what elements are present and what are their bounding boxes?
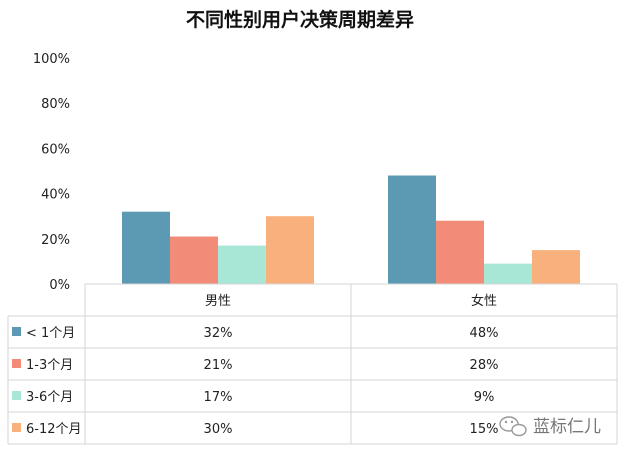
bar xyxy=(436,220,484,284)
category-label: 女性 xyxy=(471,293,497,309)
data-label: 15% xyxy=(470,422,499,437)
legend-swatch xyxy=(12,423,21,432)
y-tick-label: 100% xyxy=(33,52,70,67)
data-label: 48% xyxy=(470,326,499,341)
bar xyxy=(122,211,170,284)
data-label: 32% xyxy=(204,326,233,341)
y-tick-label: 80% xyxy=(41,97,70,112)
chart-title: 不同性别用户决策周期差异 xyxy=(186,8,414,31)
bar xyxy=(388,175,436,284)
bar xyxy=(532,250,580,284)
category-label: 男性 xyxy=(205,294,231,309)
legend-label: 3-6个月 xyxy=(26,390,73,405)
legend-swatch xyxy=(12,359,21,368)
watermark-text: 蓝标仁儿 xyxy=(533,417,601,437)
bar xyxy=(218,245,266,284)
bar xyxy=(484,263,532,284)
y-tick-label: 40% xyxy=(41,188,70,203)
y-tick-label: 60% xyxy=(41,142,70,157)
legend-label: 1-3个月 xyxy=(26,358,73,373)
data-label: 17% xyxy=(204,390,233,405)
y-tick-label: 0% xyxy=(49,278,70,293)
bar xyxy=(170,236,218,284)
legend-label: 6-12个月 xyxy=(26,422,82,437)
bar xyxy=(266,216,314,284)
legend-label: < 1个月 xyxy=(26,326,75,341)
data-label: 21% xyxy=(204,358,233,373)
data-label: 9% xyxy=(474,390,495,405)
y-axis: 0% 20% 40% 60% 80% 100% xyxy=(33,52,70,293)
wechat-icon xyxy=(499,416,527,437)
data-table: 男性 女性 < 1个月 32% 48% 1-3个月 21% 28% 3-6个月 17% 9% 6-12… xyxy=(7,283,618,445)
watermark: 蓝标仁儿 xyxy=(499,416,601,437)
legend-swatch xyxy=(12,327,21,336)
y-tick-label: 20% xyxy=(41,233,70,248)
data-label: 28% xyxy=(470,358,499,373)
data-label: 30% xyxy=(204,422,233,437)
bars xyxy=(122,175,580,284)
legend-swatch xyxy=(12,391,21,400)
